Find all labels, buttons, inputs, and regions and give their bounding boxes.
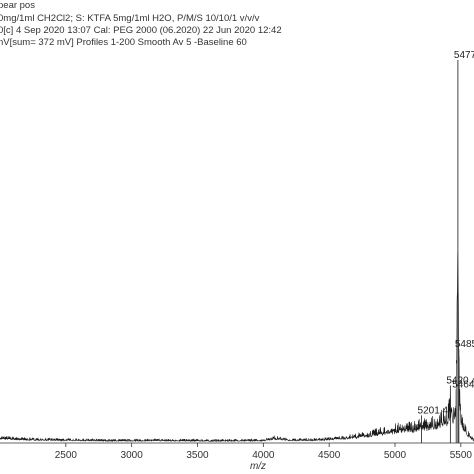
x-axis-label: m/z (250, 461, 266, 472)
x-tick-label-0: 2500 (55, 450, 78, 461)
spectrum-layer (0, 60, 474, 443)
x-tick-label-6: 5500 (450, 450, 473, 461)
header-line-2: 0mg/1ml CH2Cl2; S: KTFA 5mg/1ml H2O, P/M… (0, 13, 260, 24)
x-axis: 2500 3000 3500 4000 4500 5000 5500 (0, 442, 474, 461)
x-tick-label-5: 5000 (384, 450, 407, 461)
x-tick-label-1: 3000 (121, 450, 144, 461)
spectrum-trace (0, 251, 474, 443)
peak-label-4: 5201.4 (418, 405, 449, 416)
x-tick-label-2: 3500 (186, 450, 209, 461)
peak-label-3: 5464.7 (452, 379, 474, 390)
x-tick-label-4: 4500 (318, 450, 341, 461)
peak-label-2: 5420.4 (446, 376, 474, 387)
header-line-1: pear pos (0, 0, 35, 11)
x-tick-label-3: 4000 (252, 450, 275, 461)
header-line-3: 0[c] 4 Sep 2020 13:07 Cal: PEG 2000 (06.… (0, 25, 282, 36)
header-line-4: nV[sum= 372 mV] Profiles 1-200 Smooth Av… (0, 37, 247, 48)
peak-label-0: 5477.8 (454, 50, 474, 61)
